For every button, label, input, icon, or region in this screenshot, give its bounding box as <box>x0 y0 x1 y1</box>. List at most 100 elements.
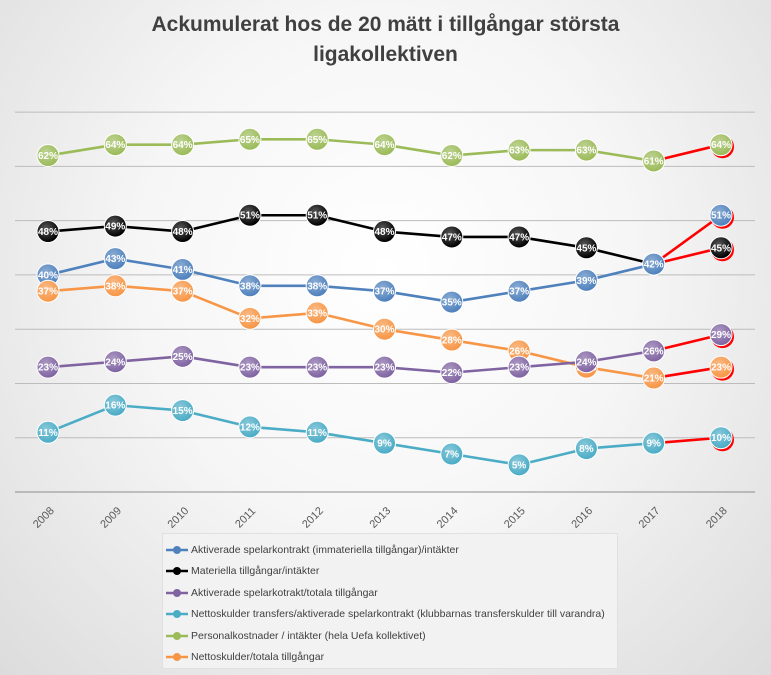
data-label: 23% <box>509 363 529 374</box>
data-point-gloss <box>374 221 395 243</box>
data-label: 25% <box>173 352 193 363</box>
data-label: 24% <box>576 357 596 368</box>
x-tick-label: 2011 <box>233 505 258 530</box>
data-point-gloss <box>710 204 732 226</box>
series-line <box>47 403 654 467</box>
data-label: 37% <box>173 287 193 298</box>
data-label: 23% <box>711 363 731 374</box>
data-point-gloss <box>710 237 732 259</box>
data-label: 47% <box>442 232 462 243</box>
data-point-gloss <box>575 351 597 373</box>
data-point-gloss <box>710 427 732 449</box>
legend-label: Nettoskulder transfers/aktiverade spelar… <box>191 608 605 621</box>
data-label: 39% <box>576 276 596 287</box>
series-line <box>47 349 654 374</box>
chart-title: Ackumulerat hos de 20 mätt i tillgångar … <box>0 10 771 70</box>
data-point-gloss <box>104 351 126 373</box>
data-label: 62% <box>442 151 462 162</box>
data-point-gloss <box>508 340 530 362</box>
data-point-gloss <box>37 356 59 378</box>
data-label: 30% <box>374 325 394 336</box>
data-label: 22% <box>442 368 462 379</box>
data-point-gloss <box>239 128 261 150</box>
x-tick-label: 2016 <box>569 505 595 531</box>
data-point-gloss <box>374 356 395 378</box>
data-point-gloss <box>441 291 463 313</box>
data-point-gloss <box>575 269 597 291</box>
series-line-last-segment <box>653 143 722 163</box>
legend-swatch <box>166 631 188 640</box>
data-label: 51% <box>240 211 260 222</box>
data-point-gloss <box>441 443 463 465</box>
legend-label: Aktiverade spelarkotrakt/totala tillgång… <box>191 586 378 599</box>
data-point-gloss <box>172 134 194 156</box>
data-label: 9% <box>377 439 392 450</box>
data-point-gloss <box>104 394 126 416</box>
data-point-gloss <box>441 145 463 167</box>
data-label: 29% <box>711 330 731 341</box>
data-point-gloss <box>710 324 732 346</box>
data-point-gloss <box>239 416 261 438</box>
series-line-last-segment <box>652 214 722 266</box>
legend-swatch-marker <box>173 545 181 554</box>
data-point-gloss <box>643 432 665 454</box>
data-label: 49% <box>105 222 125 233</box>
legend-item: Personalkostnader / intäkter (hela Uefa … <box>163 625 617 647</box>
data-label: 24% <box>105 357 125 368</box>
legend: Aktiverade spelarkontrakt (immateriella … <box>162 533 618 669</box>
data-point-gloss <box>643 253 665 275</box>
data-label: 33% <box>307 308 327 319</box>
legend-swatch-marker <box>173 588 181 597</box>
data-label: 64% <box>711 140 731 151</box>
legend-swatch <box>166 610 188 619</box>
data-point-gloss <box>239 356 261 378</box>
data-point-gloss <box>508 139 530 161</box>
data-point-gloss <box>37 280 59 302</box>
data-label: 48% <box>173 227 193 238</box>
data-label: 7% <box>445 450 460 461</box>
data-label: 8% <box>579 444 594 455</box>
data-label: 11% <box>307 428 327 439</box>
data-label: 35% <box>442 298 462 309</box>
data-point-gloss <box>239 275 261 297</box>
data-label: 48% <box>38 227 58 238</box>
legend-item: Nettoskulder/totala tillgångar <box>163 647 617 669</box>
series-line <box>47 284 654 380</box>
legend-item: Nettoskulder transfers/aktiverade spelar… <box>163 604 617 626</box>
legend-label: Materiella tillgångar/intäkter <box>191 565 320 578</box>
x-tick-label: 2012 <box>300 505 326 531</box>
data-label: 61% <box>644 156 664 167</box>
data-point-gloss <box>306 275 328 297</box>
data-label: 32% <box>240 314 260 325</box>
data-point-gloss <box>172 259 194 281</box>
legend-swatch-marker <box>173 567 181 576</box>
data-point-gloss <box>441 226 463 248</box>
data-label: 37% <box>38 287 58 298</box>
x-tick-label: 2017 <box>637 505 663 531</box>
data-point-gloss <box>306 128 328 150</box>
chart-title-line-2: ligakollektiven <box>313 43 458 66</box>
x-tick-label: 2013 <box>367 505 393 531</box>
data-point-gloss <box>575 237 597 259</box>
legend-item: Aktiverade spelarkotrakt/totala tillgång… <box>163 582 617 604</box>
data-point-gloss <box>172 280 194 302</box>
data-point-gloss <box>104 275 126 297</box>
x-tick-label: 2010 <box>166 505 192 531</box>
data-point-gloss <box>104 134 126 156</box>
legend-label: Personalkostnader / intäkter (hela Uefa … <box>191 629 426 642</box>
data-label: 5% <box>512 460 527 471</box>
data-label: 63% <box>576 146 596 157</box>
data-point-gloss <box>575 438 597 460</box>
data-label: 64% <box>374 140 394 151</box>
legend-label: Nettoskulder/totala tillgångar <box>191 651 325 664</box>
data-label: 23% <box>374 363 394 374</box>
data-point-gloss <box>37 421 59 443</box>
data-point-gloss <box>306 421 328 443</box>
data-point-gloss <box>710 356 732 378</box>
data-label: 47% <box>509 232 529 243</box>
data-label: 38% <box>105 281 125 292</box>
data-point-gloss <box>508 280 530 302</box>
data-point-gloss <box>37 264 59 286</box>
data-point-gloss <box>374 134 395 156</box>
x-tick-label: 2014 <box>435 505 461 531</box>
